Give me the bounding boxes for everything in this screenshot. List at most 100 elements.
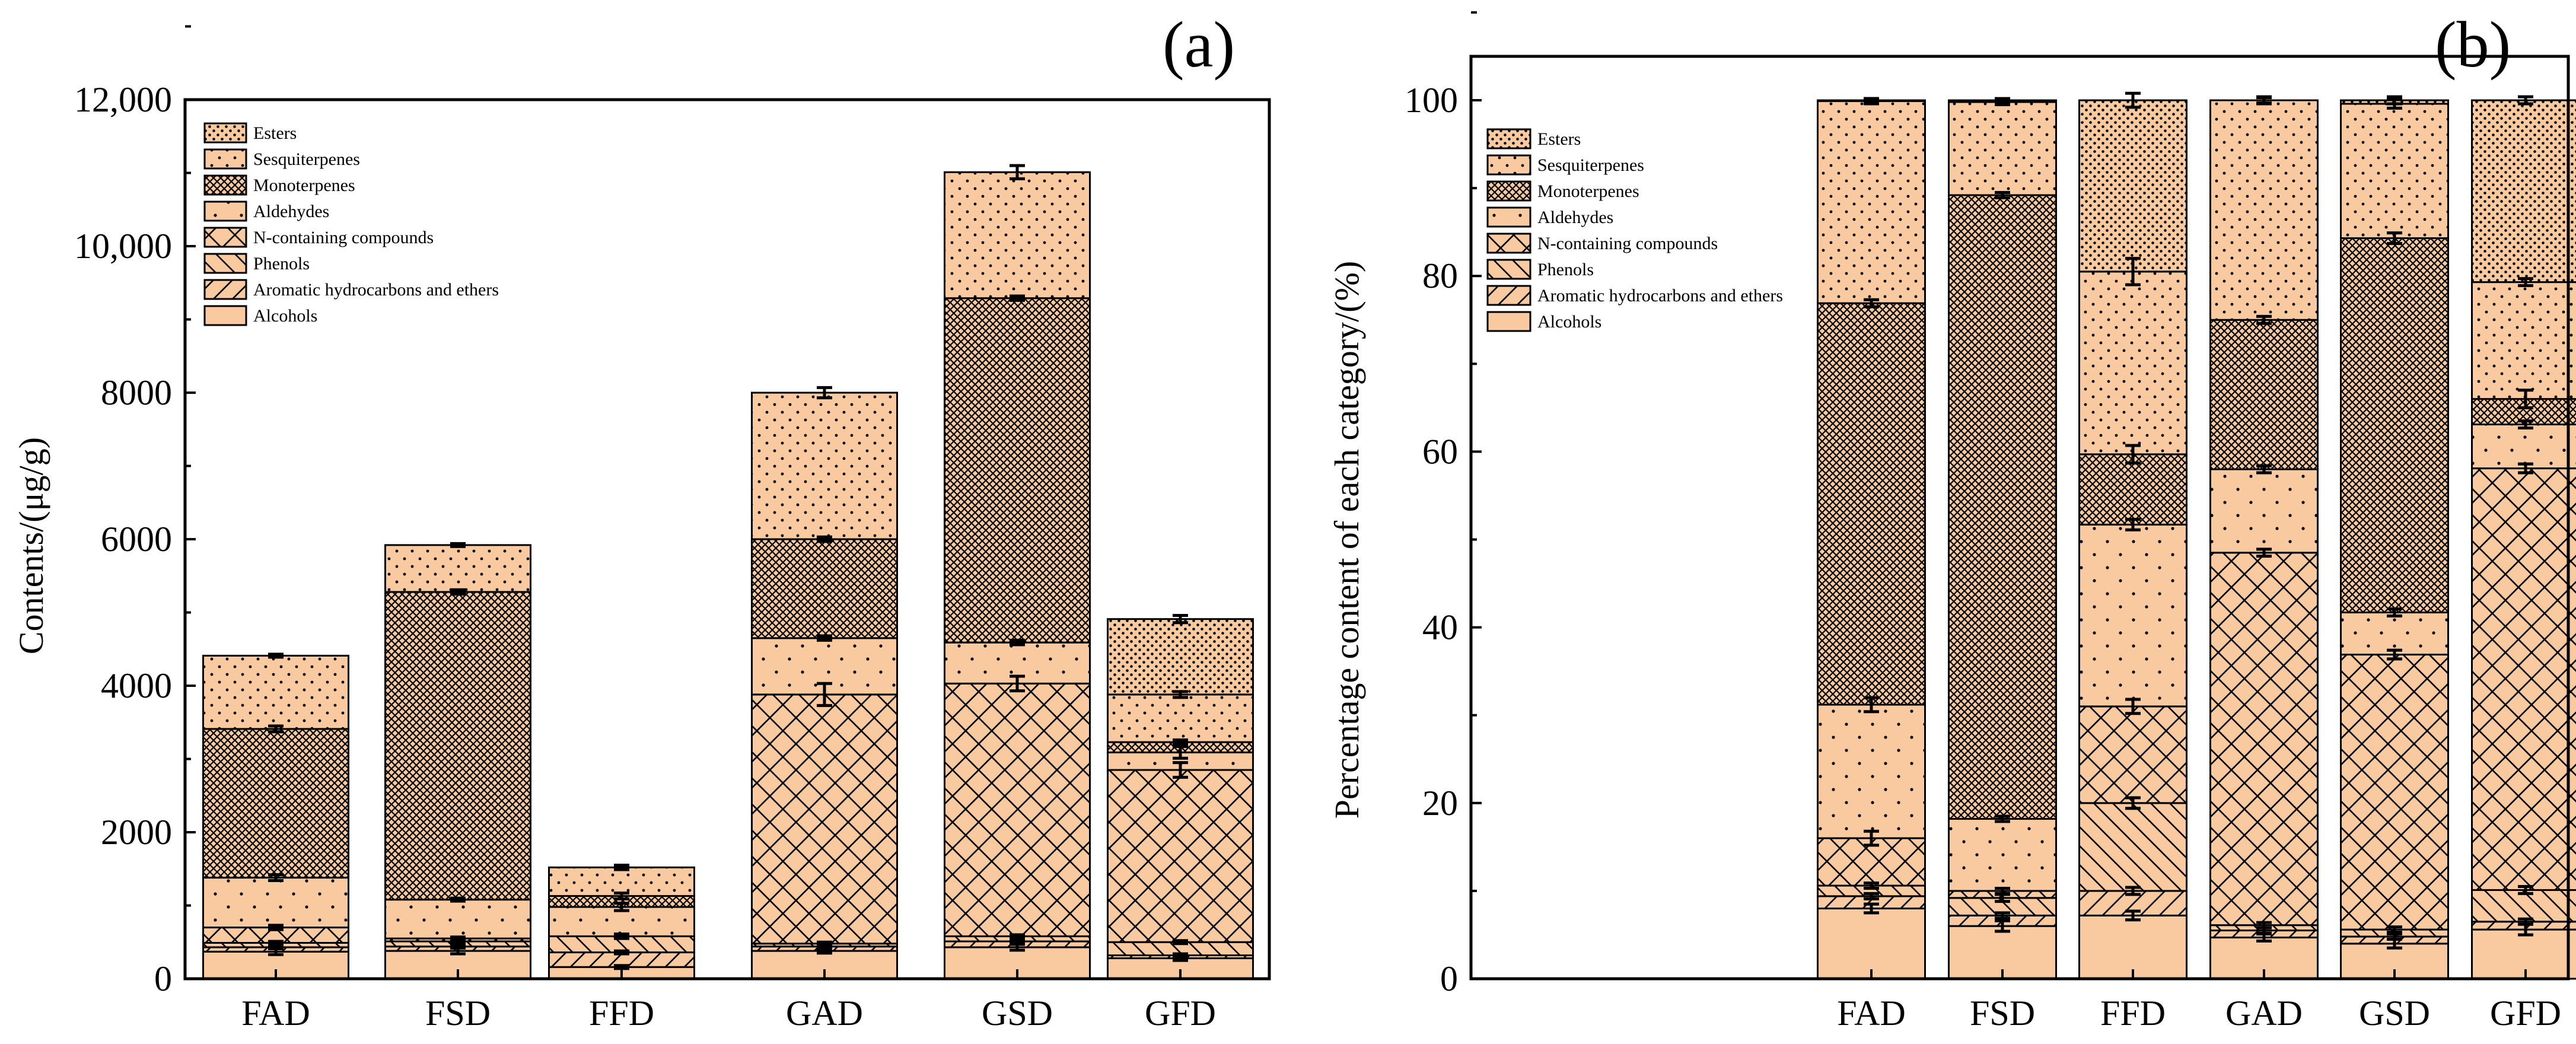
y-tick-label-b-40: 40 bbox=[1422, 608, 1458, 647]
bar-b-fad-aldehydes bbox=[1817, 704, 1926, 839]
panel-label-b: (b) bbox=[2435, 8, 2511, 81]
error-bar-b-gfd-sesquiterpenes bbox=[2518, 277, 2533, 288]
error-bar-b-fad-monoterpenes bbox=[1864, 298, 1879, 308]
legend-label-b-phenols: Phenols bbox=[1537, 260, 1594, 279]
error-bar-a-fsd-aromatic-hydrocarbons-and-ethers bbox=[450, 943, 466, 950]
y-tick-label-b-0: 0 bbox=[1440, 959, 1458, 998]
legend-item-a-alcohols: Alcohols bbox=[203, 305, 317, 326]
bar-a-gsd-sesquiterpenes bbox=[944, 171, 1091, 300]
legend-label-a-aldehydes: Aldehydes bbox=[253, 202, 329, 221]
bar-b-fad-monoterpenes bbox=[1817, 302, 1926, 706]
bar-b-fsd-monoterpenes bbox=[1948, 194, 2057, 820]
bar-a-gad-monoterpenes bbox=[751, 538, 898, 639]
error-bar-a-gfd-monoterpenes bbox=[1173, 738, 1188, 746]
error-bar-b-gsd-aldehydes bbox=[2387, 607, 2402, 618]
y-tick-label-a-4000: 4000 bbox=[101, 666, 172, 705]
legend-label-b-n-containing-compounds: N-containing compounds bbox=[1537, 234, 1718, 253]
error-bar-b-fad-n-containing-compounds bbox=[1864, 829, 1879, 847]
bar-b-gsd-aldehydes bbox=[2340, 611, 2449, 656]
bar-b-gfd-alcohols bbox=[2471, 928, 2576, 980]
error-bar-b-ffd-alcohols bbox=[2125, 909, 2141, 922]
legend-swatch-a-sesquiterpenes bbox=[203, 148, 247, 170]
error-bar-b-gfd-monoterpenes bbox=[2518, 389, 2533, 409]
legend-item-b-aldehydes: Aldehydes bbox=[1486, 206, 1613, 228]
error-bar-a-gsd-sesquiterpenes bbox=[1010, 164, 1025, 180]
x-tick-label-b-fsd: FSD bbox=[1970, 994, 2035, 1033]
x-tick-label-a-gad: GAD bbox=[786, 994, 863, 1033]
error-bar-b-fad-esters bbox=[1864, 97, 1879, 104]
error-bar-a-gfd-n-containing-compounds bbox=[1173, 761, 1188, 779]
legend-label-a-aromatic-hydrocarbons-and-ethers: Aromatic hydrocarbons and ethers bbox=[253, 280, 499, 300]
bar-a-gsd-n-containing-compounds bbox=[944, 682, 1091, 937]
error-bar-b-gsd-monoterpenes bbox=[2387, 231, 2402, 245]
error-bar-a-fsd-sesquiterpenes bbox=[450, 542, 466, 548]
bar-b-gfd-esters bbox=[2471, 99, 2576, 284]
bar-b-gad-sesquiterpenes bbox=[2209, 99, 2319, 321]
legend-swatch-a-esters bbox=[203, 122, 247, 144]
error-bar-b-ffd-monoterpenes bbox=[2125, 444, 2141, 465]
bar-a-gad-n-containing-compounds bbox=[751, 693, 898, 945]
y-axis-title-b: Percentage content of each category/(%) bbox=[1327, 261, 1366, 819]
plot-frame-b bbox=[1469, 55, 2570, 981]
legend-swatch-a-aromatic-hydrocarbons-and-ethers bbox=[203, 279, 247, 300]
legend-item-a-esters: Esters bbox=[203, 122, 297, 144]
bar-b-gfd-phenols bbox=[2471, 889, 2576, 923]
error-bar-a-gfd-phenols bbox=[1173, 939, 1188, 946]
y-tick-label-a-10000: 10,000 bbox=[74, 227, 172, 266]
x-tick-label-b-fad: FAD bbox=[1837, 994, 1906, 1033]
y-tick-label-a-12000: 12,000 bbox=[74, 80, 172, 119]
error-bar-a-ffd-monoterpenes bbox=[614, 892, 629, 900]
legend-swatch-b-sesquiterpenes bbox=[1486, 154, 1531, 176]
legend-label-b-aldehydes: Aldehydes bbox=[1537, 208, 1613, 227]
legend-label-b-sesquiterpenes: Sesquiterpenes bbox=[1537, 155, 1644, 175]
bar-b-gfd-aldehydes bbox=[2471, 424, 2576, 470]
x-tick-label-b-gad: GAD bbox=[2225, 994, 2303, 1033]
x-tick-label-a-gsd: GSD bbox=[982, 994, 1053, 1033]
error-bar-a-gad-phenols bbox=[817, 940, 832, 947]
error-bar-a-gsd-n-containing-compounds bbox=[1010, 674, 1025, 693]
legend-label-b-monoterpenes: Monoterpenes bbox=[1537, 182, 1639, 201]
error-bar-b-gfd-phenols bbox=[2518, 885, 2533, 895]
plot-frame-a bbox=[183, 98, 1271, 981]
panel-a: (a) Contents/(μg/g) FAD FSD FFD GAD GSD GFD 0 2… bbox=[12, 8, 1271, 1033]
error-bar-a-ffd-aldehydes bbox=[614, 902, 629, 912]
error-bar-b-fsd-n-containing-compounds bbox=[1995, 886, 2010, 895]
error-bar-a-gsd-phenols bbox=[1010, 933, 1025, 940]
error-bar-a-gsd-monoterpenes bbox=[1010, 294, 1025, 302]
error-bar-a-fad-aromatic-hydrocarbons-and-ethers bbox=[268, 944, 284, 950]
error-bar-b-fad-phenols bbox=[1864, 881, 1879, 890]
bar-b-ffd-phenols bbox=[2078, 802, 2187, 892]
error-bar-a-fad-monoterpenes bbox=[268, 724, 284, 734]
legend-swatch-b-esters bbox=[1486, 128, 1531, 149]
legend-label-a-alcohols: Alcohols bbox=[253, 306, 317, 326]
bar-b-gfd-n-containing-compounds bbox=[2471, 467, 2576, 891]
legend-item-b-aromatic-hydrocarbons-and-ethers: Aromatic hydrocarbons and ethers bbox=[1486, 285, 1783, 306]
error-bar-a-gsd-aldehydes bbox=[1010, 638, 1025, 647]
legend-swatch-a-monoterpenes bbox=[203, 174, 247, 196]
axes-b: FAD FSD FFD GAD GSD GFD 0 20 40 60 80 100 bbox=[1405, 11, 2570, 1033]
bar-b-fsd-sesquiterpenes bbox=[1948, 101, 2057, 196]
error-bar-a-gfd-aromatic-hydrocarbons-and-ethers bbox=[1173, 952, 1188, 959]
legend-swatch-b-aldehydes bbox=[1486, 206, 1531, 228]
bar-b-gad-monoterpenes bbox=[2209, 319, 2319, 470]
error-bar-b-ffd-n-containing-compounds bbox=[2125, 698, 2141, 715]
legend-swatch-a-phenols bbox=[203, 253, 247, 274]
bar-b-fad-sesquiterpenes bbox=[1817, 100, 1926, 304]
bar-b-fsd-aldehydes bbox=[1948, 817, 2057, 892]
error-bar-a-gad-sesquiterpenes bbox=[817, 386, 832, 400]
bar-a-gad-sesquiterpenes bbox=[751, 392, 898, 540]
legend-item-b-monoterpenes: Monoterpenes bbox=[1486, 180, 1639, 202]
error-bar-b-gad-n-containing-compounds bbox=[2256, 548, 2272, 558]
legend-swatch-a-n-containing-compounds bbox=[203, 227, 247, 248]
y-tick-label-a-6000: 6000 bbox=[101, 520, 172, 559]
error-bar-b-gfd-aromatic-hydrocarbons-and-ethers bbox=[2518, 917, 2533, 926]
error-bar-a-fsd-n-containing-compounds bbox=[450, 935, 466, 942]
error-bar-b-ffd-sesquiterpenes bbox=[2125, 257, 2141, 287]
bar-b-ffd-aldehydes bbox=[2078, 523, 2187, 708]
legend-label-a-esters: Esters bbox=[253, 123, 297, 143]
error-bar-a-gfd-esters bbox=[1173, 613, 1188, 625]
error-bar-b-ffd-esters bbox=[2125, 91, 2141, 109]
error-bar-b-ffd-phenols bbox=[2125, 796, 2141, 810]
legend-swatch-a-alcohols bbox=[203, 305, 247, 326]
